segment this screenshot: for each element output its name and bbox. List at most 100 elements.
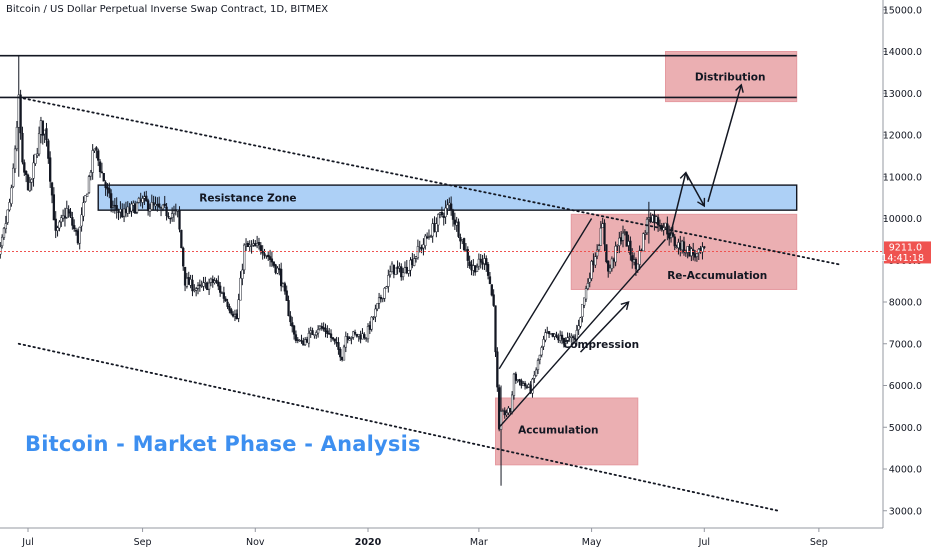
candle [87, 174, 91, 194]
candle-body-up [195, 288, 198, 291]
annotation-compression: Compression [563, 339, 639, 351]
candle [226, 298, 229, 310]
candle [91, 144, 94, 180]
candle [12, 163, 15, 189]
candle [361, 328, 364, 340]
candle [516, 379, 519, 383]
candle [385, 285, 388, 289]
candle-body-up [350, 337, 353, 339]
candle [444, 200, 447, 224]
candle-body-up [651, 215, 654, 223]
candle [209, 277, 213, 287]
time-tick-label: Mar [470, 537, 488, 548]
candle-body-down [97, 150, 100, 161]
candle-body-up [12, 167, 15, 187]
candle [588, 272, 591, 288]
candle [331, 337, 335, 341]
candle-body-down [468, 261, 471, 266]
candle-body-down [634, 259, 638, 270]
trendline-solid-3 [498, 218, 593, 370]
candle [283, 281, 286, 295]
candle [165, 203, 168, 221]
candle-body-down [682, 241, 686, 253]
candle [318, 325, 322, 331]
candle-body-down [440, 211, 444, 216]
candle-body-down [217, 281, 220, 287]
candle [71, 211, 74, 230]
candle [193, 284, 196, 293]
candle-body-down [359, 334, 362, 340]
candle-body-down [73, 225, 76, 230]
candle [533, 370, 536, 383]
candle-body-down [490, 284, 493, 296]
candle [161, 204, 165, 212]
candle-body-down [267, 254, 270, 258]
candle [618, 231, 621, 254]
candle-body-up [248, 244, 251, 247]
candle-body-down [182, 247, 185, 267]
candle [276, 266, 279, 275]
candle [328, 328, 331, 335]
candle-body-up [608, 267, 612, 273]
candle [313, 333, 316, 339]
candle [185, 272, 189, 289]
candle-body-up [510, 394, 514, 413]
candle-body-up [89, 171, 92, 177]
candle-body-down [509, 408, 512, 412]
candle-body-up [621, 232, 625, 241]
candle-body-up [60, 217, 63, 223]
candle-body-up [252, 243, 255, 246]
candle-body-up [594, 256, 597, 266]
candle-body-up [472, 265, 475, 271]
candle-body-up [366, 326, 370, 340]
candle [191, 274, 194, 297]
candle [108, 182, 111, 199]
candle [302, 337, 305, 346]
candle-body-down [379, 296, 383, 300]
candle-body-up [701, 246, 704, 253]
candle-body-down [560, 334, 564, 340]
candle [294, 330, 298, 344]
candle [6, 209, 9, 225]
candle [555, 331, 558, 339]
candle-body-down [25, 170, 28, 175]
candle-body-down [451, 209, 455, 220]
candle [363, 332, 366, 340]
candle-body-down [335, 342, 338, 344]
candle [150, 194, 153, 211]
candle [703, 245, 706, 250]
candle [230, 307, 233, 316]
candle [104, 180, 107, 196]
candle-body-down [26, 174, 30, 191]
candle-body-up [644, 232, 647, 235]
candle [607, 260, 610, 278]
candle [638, 245, 641, 270]
candle-body-up [237, 299, 240, 319]
candle [204, 276, 207, 289]
candle-body-up [583, 297, 586, 306]
candle [243, 243, 246, 274]
candle-body-up [193, 289, 196, 291]
candle-body-up [407, 270, 410, 274]
candle [664, 222, 667, 228]
time-tick-label: Sep [810, 537, 828, 548]
candle-body-up [546, 331, 549, 334]
candle [219, 282, 222, 297]
candle [370, 316, 373, 332]
candle-body-up [398, 266, 401, 269]
candle-body-down [183, 266, 187, 286]
candle-body-up [220, 292, 224, 294]
candle-body-up [4, 223, 7, 230]
candle [455, 216, 458, 232]
candle-body-down [191, 279, 194, 292]
candle [196, 282, 200, 295]
candle-body-down [525, 386, 529, 388]
chart-header-title: Bitcoin / US Dollar Perpetual Inverse Sw… [6, 4, 329, 15]
candle [187, 271, 190, 285]
candle [281, 282, 285, 288]
candle-body-up [438, 212, 442, 215]
candle-body-up [17, 94, 20, 128]
candle [152, 195, 155, 211]
candle [280, 262, 283, 292]
